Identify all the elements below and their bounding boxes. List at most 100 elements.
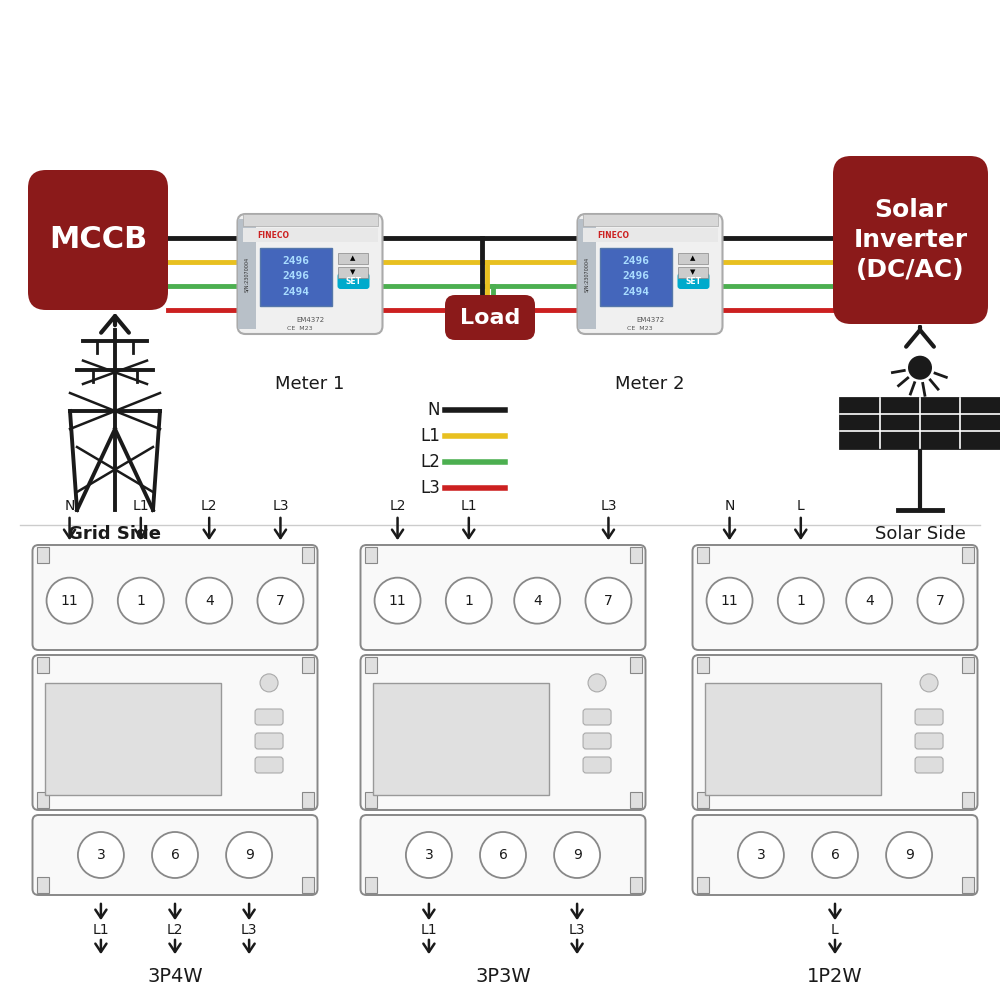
Text: S/N:23070004: S/N:23070004	[244, 256, 249, 292]
Circle shape	[257, 578, 303, 624]
Circle shape	[47, 578, 93, 624]
Text: 3P4W: 3P4W	[147, 967, 203, 986]
Bar	[630, 792, 642, 808]
Text: MCCB: MCCB	[49, 226, 147, 254]
Text: L2: L2	[167, 923, 183, 937]
FancyBboxPatch shape	[583, 709, 611, 725]
Text: CE  M23: CE M23	[627, 326, 653, 330]
Bar	[696, 547, 708, 563]
Text: 1P2W: 1P2W	[807, 967, 863, 986]
Text: EM4372: EM4372	[636, 317, 664, 323]
Text: 11: 11	[721, 594, 738, 608]
Text: 11: 11	[389, 594, 406, 608]
Bar	[704, 683, 881, 795]
Text: 4: 4	[533, 594, 542, 608]
Text: 6: 6	[499, 848, 507, 862]
Bar	[364, 792, 376, 808]
FancyBboxPatch shape	[692, 815, 978, 895]
FancyBboxPatch shape	[678, 273, 710, 289]
FancyBboxPatch shape	[360, 655, 646, 810]
Circle shape	[406, 832, 452, 878]
Circle shape	[738, 832, 784, 878]
Text: 11: 11	[61, 594, 78, 608]
FancyBboxPatch shape	[32, 815, 318, 895]
FancyBboxPatch shape	[833, 156, 988, 324]
Text: L: L	[831, 923, 839, 937]
Text: 3P3W: 3P3W	[475, 967, 531, 986]
Circle shape	[152, 832, 198, 878]
FancyBboxPatch shape	[915, 709, 943, 725]
Bar	[36, 547, 48, 563]
Text: FINECO: FINECO	[258, 231, 290, 239]
FancyBboxPatch shape	[360, 815, 646, 895]
Bar	[696, 657, 708, 673]
Text: L3: L3	[272, 499, 289, 513]
Text: 1: 1	[464, 594, 473, 608]
Text: N: N	[724, 499, 735, 513]
Bar	[840, 398, 1000, 448]
Text: 2494: 2494	[622, 287, 649, 297]
Text: CE  M23: CE M23	[287, 326, 313, 330]
Bar	[242, 214, 378, 226]
Bar	[302, 657, 314, 673]
Bar	[364, 547, 376, 563]
Text: ▼: ▼	[350, 269, 355, 275]
Text: L3: L3	[569, 923, 585, 937]
FancyBboxPatch shape	[238, 214, 382, 334]
Bar	[582, 214, 718, 226]
Bar	[238, 219, 256, 329]
FancyBboxPatch shape	[32, 655, 318, 810]
Circle shape	[707, 578, 753, 624]
Text: SET: SET	[346, 276, 362, 286]
Bar	[302, 547, 314, 563]
FancyBboxPatch shape	[915, 733, 943, 749]
Text: 9: 9	[245, 848, 254, 862]
Text: EM4372: EM4372	[296, 317, 324, 323]
Bar	[630, 877, 642, 893]
Circle shape	[886, 832, 932, 878]
Text: L1: L1	[132, 499, 149, 513]
Text: L1: L1	[420, 427, 440, 445]
Text: 4: 4	[205, 594, 214, 608]
Text: 4: 4	[865, 594, 874, 608]
Text: Meter 2: Meter 2	[615, 375, 685, 393]
Text: 2496: 2496	[622, 256, 649, 266]
FancyBboxPatch shape	[692, 655, 978, 810]
Text: L1: L1	[421, 923, 437, 937]
Text: Grid Side: Grid Side	[68, 525, 162, 543]
Bar	[696, 877, 708, 893]
Text: S/N:23070004: S/N:23070004	[584, 256, 589, 292]
Circle shape	[917, 578, 963, 624]
Text: 7: 7	[936, 594, 945, 608]
Circle shape	[260, 674, 278, 692]
Bar	[678, 253, 708, 264]
Bar	[962, 657, 974, 673]
Circle shape	[554, 832, 600, 878]
Text: 3: 3	[97, 848, 105, 862]
FancyBboxPatch shape	[338, 273, 370, 289]
Bar	[338, 253, 368, 264]
Text: Solar Side: Solar Side	[875, 525, 965, 543]
FancyBboxPatch shape	[32, 545, 318, 650]
Circle shape	[846, 578, 892, 624]
Text: ▼: ▼	[690, 269, 695, 275]
Bar	[36, 792, 48, 808]
FancyBboxPatch shape	[360, 545, 646, 650]
Text: 2496: 2496	[282, 256, 309, 266]
Text: 6: 6	[831, 848, 839, 862]
Bar	[578, 219, 596, 329]
Circle shape	[908, 356, 932, 380]
Text: 3: 3	[757, 848, 765, 862]
FancyBboxPatch shape	[915, 757, 943, 773]
Bar	[962, 877, 974, 893]
Text: L2: L2	[389, 499, 406, 513]
Circle shape	[226, 832, 272, 878]
Circle shape	[588, 674, 606, 692]
Text: 7: 7	[604, 594, 613, 608]
Text: ▲: ▲	[690, 255, 695, 261]
FancyBboxPatch shape	[255, 733, 283, 749]
Text: L2: L2	[201, 499, 217, 513]
Bar	[582, 228, 718, 242]
FancyBboxPatch shape	[583, 733, 611, 749]
Text: Load: Load	[460, 308, 520, 328]
